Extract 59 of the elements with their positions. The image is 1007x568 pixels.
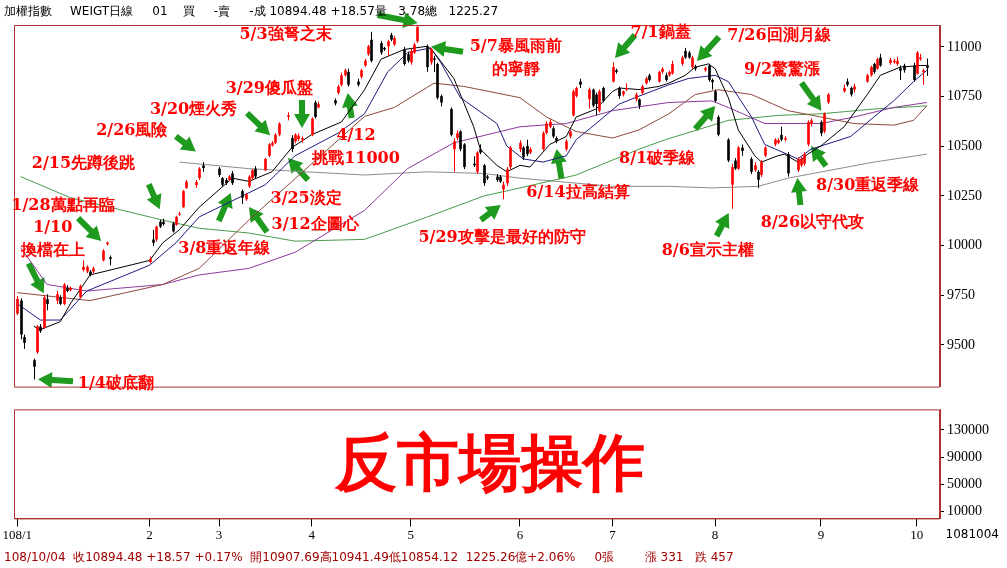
- annotation: 8/6宣示主權: [661, 239, 754, 259]
- x-tick-label: 9: [817, 526, 825, 542]
- candlestick: [731, 163, 734, 210]
- annotation: 3/12企圖心: [271, 213, 360, 233]
- annotation: 8/1破季線: [619, 147, 697, 167]
- x-tick-label: 10: [910, 526, 924, 542]
- annotation: 6/14拉高結算: [526, 182, 630, 202]
- x-tick-label: 6: [516, 526, 524, 542]
- x-tick-label: 5: [407, 526, 415, 542]
- y-tick-label: 10750: [947, 88, 982, 104]
- candlestick: [453, 137, 456, 173]
- annotation: 8/30重返季線: [816, 175, 921, 195]
- annotation: 7/26回測月線: [727, 24, 832, 44]
- candlestick: [595, 92, 598, 116]
- y-tick-label: 9500: [947, 336, 975, 352]
- candlestick: [509, 145, 512, 170]
- x-tick-label: 4: [308, 526, 316, 542]
- annotation: 9/2驚驚漲: [743, 58, 822, 78]
- y-tick-label: 50000: [947, 476, 982, 492]
- annotation: 4/12 挑戰11000: [311, 124, 400, 167]
- annotation: 3/29傻瓜盤: [225, 78, 313, 98]
- annotation: 1/10 換檔在上: [19, 217, 85, 260]
- y-tick-label: 10000: [947, 237, 982, 253]
- annotation: 8/26以守代攻: [760, 212, 865, 232]
- candlestick: [506, 166, 509, 187]
- x-tick-label: 108/1: [2, 526, 33, 542]
- text: 108/10/04 收10894.48 +18.57 +0.17% 開10907.69高10941.49低10854.12 1225.26億+2.06% 0張 漲 331 跌 457: [4, 549, 734, 566]
- x-tick-label: 7: [609, 526, 617, 542]
- annotation: 1/4破底翻: [77, 372, 154, 392]
- text: 1081004: [945, 526, 999, 542]
- candlestick: [598, 89, 601, 113]
- annotation: 3/8重返年線: [178, 238, 272, 258]
- annotation: 5/3強弩之末: [239, 24, 333, 44]
- candlestick: [913, 62, 916, 83]
- candlestick: [588, 87, 591, 109]
- y-tick-label: 11000: [947, 38, 982, 54]
- candlestick: [787, 151, 790, 178]
- annotation: 5/7暴風雨前的寧靜: [469, 36, 562, 79]
- x-tick-label: 8: [711, 526, 719, 542]
- annotation: 2/26風險: [96, 120, 169, 140]
- candlestick: [823, 111, 826, 134]
- y-tick-label: 90000: [947, 448, 982, 464]
- y-tick-label: 10500: [947, 137, 982, 153]
- annotation: 7/1鍋蓋: [630, 21, 691, 41]
- candlestick: [717, 114, 720, 137]
- annotation: 3/20煙火秀: [149, 99, 238, 119]
- annotation: 5/29攻擊是最好的防守: [418, 227, 586, 247]
- y-tick-label: 9750: [947, 286, 975, 302]
- y-tick-label: 130000: [947, 421, 989, 437]
- y-tick-label: 10000: [947, 503, 982, 519]
- candlestick: [727, 137, 730, 163]
- annotation: 2/15先蹲後跳: [31, 152, 137, 172]
- y-tick-label: 10250: [947, 187, 982, 203]
- candlestick: [311, 116, 314, 137]
- annotation: 反市場操作: [334, 426, 645, 500]
- chart-title: 加權指數: [4, 4, 52, 18]
- x-tick-label: 3: [215, 526, 223, 542]
- x-tick-label: 2: [146, 526, 153, 542]
- annotation: 3/25淡定: [270, 188, 342, 208]
